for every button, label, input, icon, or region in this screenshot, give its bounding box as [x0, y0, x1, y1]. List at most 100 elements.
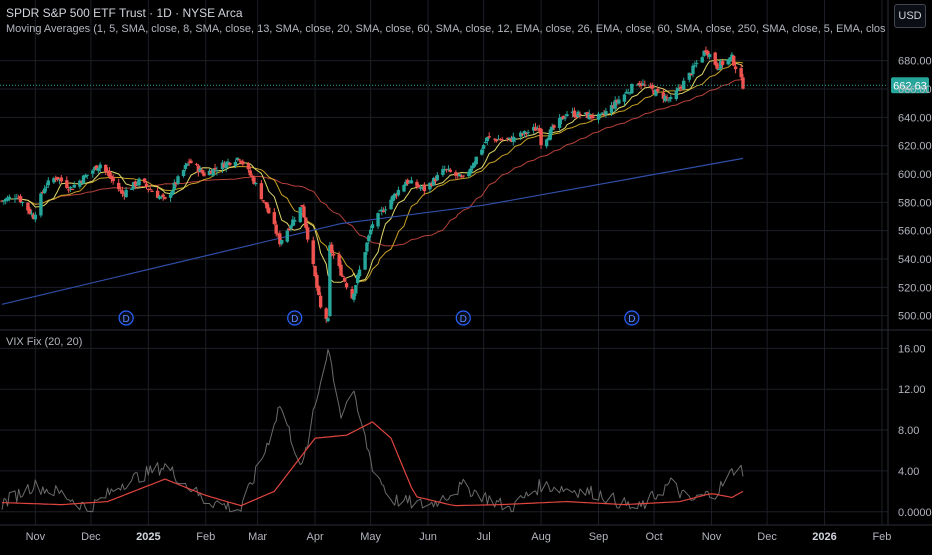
candle-body[interactable] — [526, 132, 530, 134]
candle-body[interactable] — [344, 283, 349, 288]
candle-body[interactable] — [317, 286, 321, 295]
candle-body[interactable] — [233, 161, 238, 166]
candle-body[interactable] — [59, 177, 63, 182]
candle-body[interactable] — [687, 72, 691, 80]
candle-body[interactable] — [665, 97, 669, 99]
candle-body[interactable] — [446, 168, 451, 170]
candle-body[interactable] — [274, 224, 278, 234]
candle-body[interactable] — [135, 183, 139, 185]
candle-body[interactable] — [276, 234, 280, 236]
candle-body[interactable] — [680, 86, 684, 88]
candle-body[interactable] — [365, 242, 369, 252]
candle-body[interactable] — [20, 202, 25, 204]
candle-body[interactable] — [137, 178, 141, 186]
candle-body[interactable] — [457, 174, 462, 177]
candle-body[interactable] — [602, 113, 606, 115]
candle-body[interactable] — [341, 275, 345, 277]
candle-body[interactable] — [96, 167, 101, 171]
candle-body[interactable] — [732, 55, 736, 66]
candle-body[interactable] — [715, 63, 719, 69]
candle-body[interactable] — [228, 162, 232, 165]
candle-body[interactable] — [235, 157, 239, 161]
candle-body[interactable] — [368, 229, 373, 235]
candle-body[interactable] — [604, 111, 608, 115]
candle-body[interactable] — [393, 193, 397, 198]
candle-body[interactable] — [544, 139, 549, 147]
candle-body[interactable] — [78, 180, 82, 187]
candle-body[interactable] — [181, 170, 186, 177]
candle-body[interactable] — [313, 266, 317, 277]
candle-body[interactable] — [404, 181, 408, 186]
candle-body[interactable] — [120, 190, 125, 194]
candle-body[interactable] — [524, 132, 528, 134]
candle-body[interactable] — [378, 210, 382, 212]
candle-body[interactable] — [292, 220, 297, 222]
vix-fix-legend[interactable]: VIX Fix (20, 20) — [6, 336, 83, 348]
candle-body[interactable] — [650, 84, 654, 89]
candle-body[interactable] — [693, 65, 697, 67]
candle-body[interactable] — [509, 138, 514, 142]
dividend-marker[interactable] — [455, 310, 471, 326]
candle-body[interactable] — [630, 83, 634, 94]
candle-body[interactable] — [326, 318, 330, 322]
candle-body[interactable] — [474, 156, 478, 165]
candle-body[interactable] — [391, 195, 395, 202]
candle-body[interactable] — [550, 126, 554, 131]
candle-body[interactable] — [480, 149, 484, 155]
candle-body[interactable] — [557, 118, 562, 129]
candle-body[interactable] — [552, 125, 556, 128]
candle-body[interactable] — [574, 116, 578, 118]
candle-body[interactable] — [674, 90, 679, 100]
candle-body[interactable] — [535, 128, 540, 130]
candle-body[interactable] — [448, 169, 453, 172]
candle-body[interactable] — [98, 164, 102, 169]
candle-body[interactable] — [591, 116, 595, 118]
candle-body[interactable] — [485, 137, 490, 142]
candle-body[interactable] — [654, 89, 658, 96]
candle-body[interactable] — [68, 187, 73, 189]
dividend-marker[interactable] — [118, 310, 134, 326]
candle-body[interactable] — [370, 224, 375, 229]
candle-body[interactable] — [109, 175, 113, 179]
candle-body[interactable] — [94, 165, 99, 171]
candle-body[interactable] — [483, 141, 488, 144]
candle-body[interactable] — [91, 170, 95, 174]
candle-body[interactable] — [609, 105, 614, 113]
candle-body[interactable] — [33, 214, 38, 220]
candle-body[interactable] — [376, 212, 380, 227]
candle-body[interactable] — [596, 113, 601, 120]
candle-body[interactable] — [55, 176, 60, 180]
candle-body[interactable] — [81, 175, 86, 184]
candle-body[interactable] — [583, 112, 588, 115]
candle-body[interactable] — [422, 184, 427, 192]
candle-body[interactable] — [726, 59, 730, 65]
candle-body[interactable] — [18, 196, 23, 203]
candle-body[interactable] — [420, 186, 425, 188]
candle-body[interactable] — [202, 172, 206, 176]
candle-body[interactable] — [363, 252, 367, 270]
candle-body[interactable] — [707, 54, 712, 58]
candle-body[interactable] — [79, 181, 84, 183]
candle-body[interactable] — [105, 171, 110, 173]
candle-body[interactable] — [430, 183, 434, 186]
candle-body[interactable] — [176, 176, 180, 184]
candle-body[interactable] — [418, 187, 423, 189]
candle-body[interactable] — [435, 175, 440, 181]
candle-body[interactable] — [428, 182, 432, 190]
candle-body[interactable] — [42, 188, 47, 194]
candle-body[interactable] — [617, 99, 621, 104]
candle-body[interactable] — [615, 100, 619, 103]
candle-body[interactable] — [559, 116, 564, 121]
candle-body[interactable] — [213, 167, 217, 170]
candle-body[interactable] — [494, 139, 499, 142]
candle-body[interactable] — [252, 177, 256, 184]
candle-body[interactable] — [46, 180, 51, 186]
candle-body[interactable] — [585, 112, 590, 119]
candle-body[interactable] — [44, 186, 49, 188]
candle-body[interactable] — [652, 90, 656, 95]
candle-body[interactable] — [417, 184, 421, 188]
symbol-title[interactable]: SPDR S&P 500 ETF Trust · 1D · NYSE Arca — [6, 6, 243, 20]
candle-body[interactable] — [431, 178, 436, 186]
candle-body[interactable] — [144, 183, 149, 187]
